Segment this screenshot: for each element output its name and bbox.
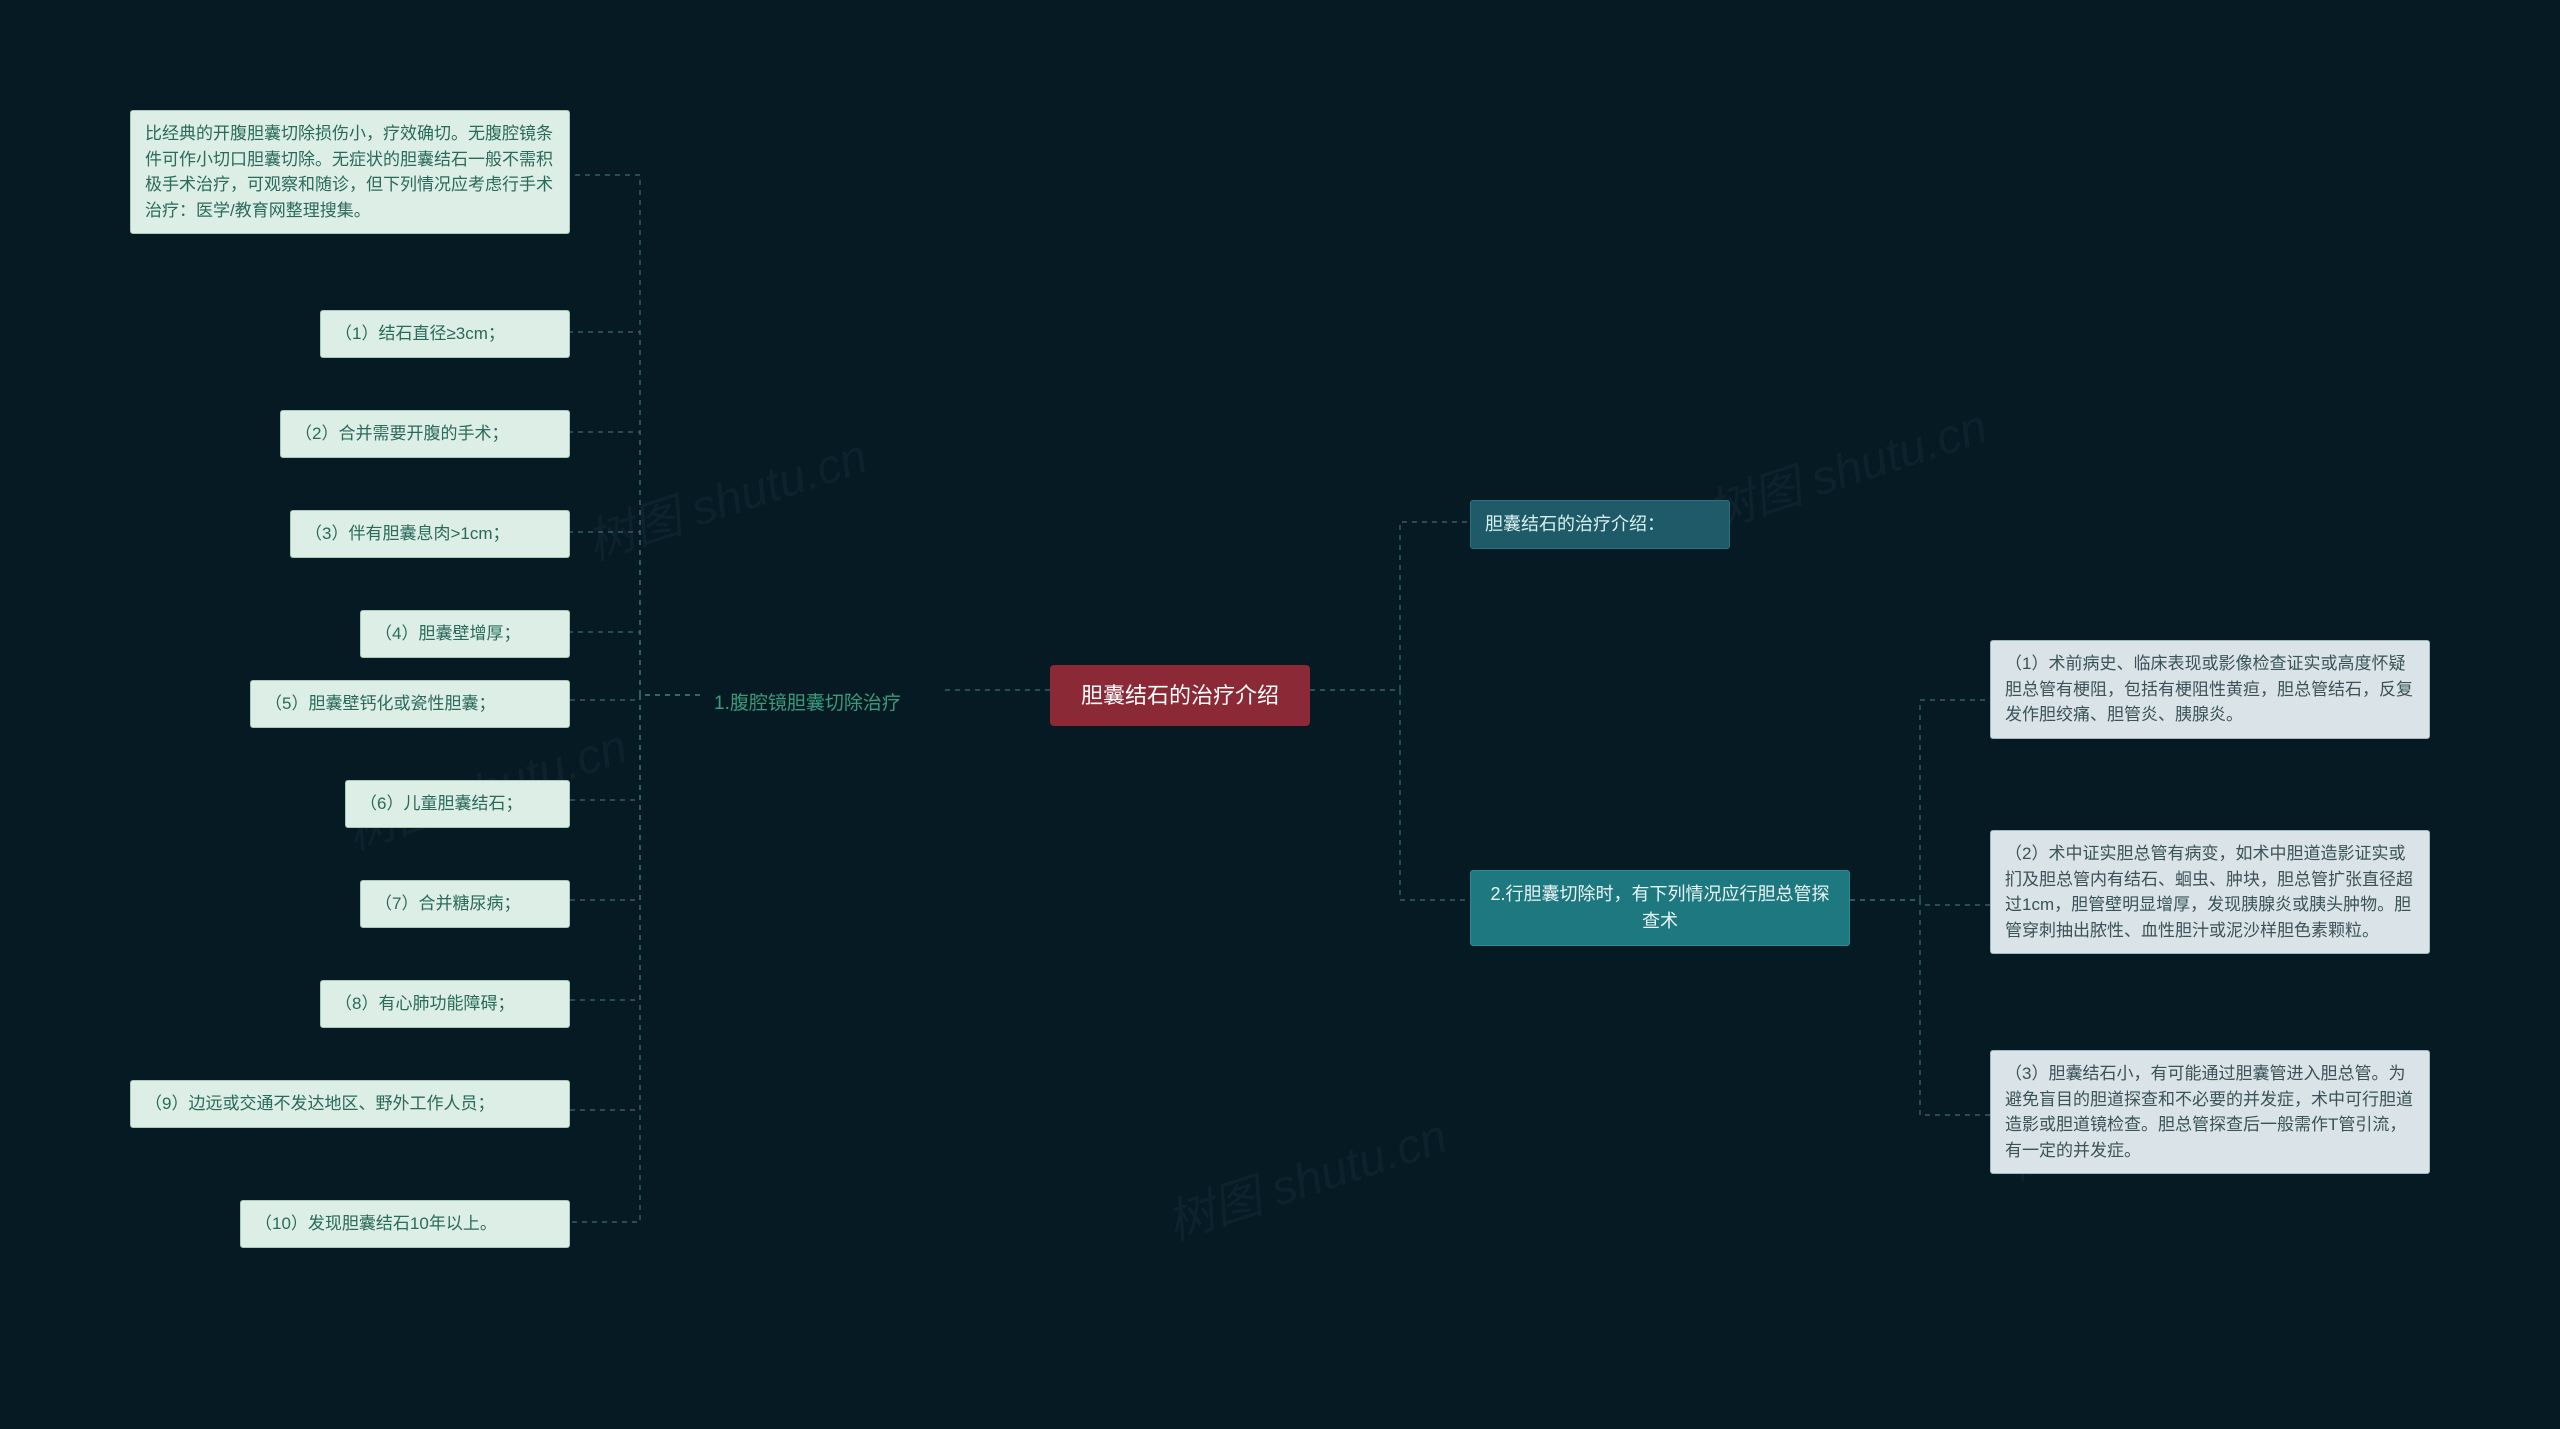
watermark: 树图 shutu.cn [576,417,874,573]
leaf-open-surgery[interactable]: （2）合并需要开腹的手术； [280,410,570,458]
leaf-preop-history[interactable]: （1）术前病史、临床表现或影像检查证实或高度怀疑胆总管有梗阻，包括有梗阻性黄疸，… [1990,640,2430,739]
leaf-diabetes[interactable]: （7）合并糖尿病； [360,880,570,928]
watermark: 树图 shutu.cn [1696,387,1994,543]
leaf-stone-3cm[interactable]: （1）结石直径≥3cm； [320,310,570,358]
leaf-cardiopulmonary[interactable]: （8）有心肺功能障碍； [320,980,570,1028]
branch-intro[interactable]: 胆囊结石的治疗介绍： [1470,500,1730,549]
branch-laparoscopic[interactable]: 1.腹腔镜胆囊切除治疗 [700,680,940,729]
leaf-small-stones[interactable]: （3）胆囊结石小，有可能通过胆囊管进入胆总管。为避免盲目的胆道探查和不必要的并发… [1990,1050,2430,1174]
leaf-intraop-findings[interactable]: （2）术中证实胆总管有病变，如术中胆道造影证实或扪及胆总管内有结石、蛔虫、肿块，… [1990,830,2430,954]
leaf-remote-area[interactable]: （9）边远或交通不发达地区、野外工作人员； [130,1080,570,1128]
leaf-calcified[interactable]: （5）胆囊壁钙化或瓷性胆囊； [250,680,570,728]
leaf-10-years[interactable]: （10）发现胆囊结石10年以上。 [240,1200,570,1248]
watermark: 树图 shutu.cn [1156,1097,1454,1253]
leaf-polyp-1cm[interactable]: （3）伴有胆囊息肉>1cm； [290,510,570,558]
leaf-wall-thick[interactable]: （4）胆囊壁增厚； [360,610,570,658]
leaf-children[interactable]: （6）儿童胆囊结石； [345,780,570,828]
root-node[interactable]: 胆囊结石的治疗介绍 [1050,665,1310,726]
leaf-overview[interactable]: 比经典的开腹胆囊切除损伤小，疗效确切。无腹腔镜条件可作小切口胆囊切除。无症状的胆… [130,110,570,234]
branch-bile-duct-exploration[interactable]: 2.行胆囊切除时，有下列情况应行胆总管探查术 [1470,870,1850,946]
